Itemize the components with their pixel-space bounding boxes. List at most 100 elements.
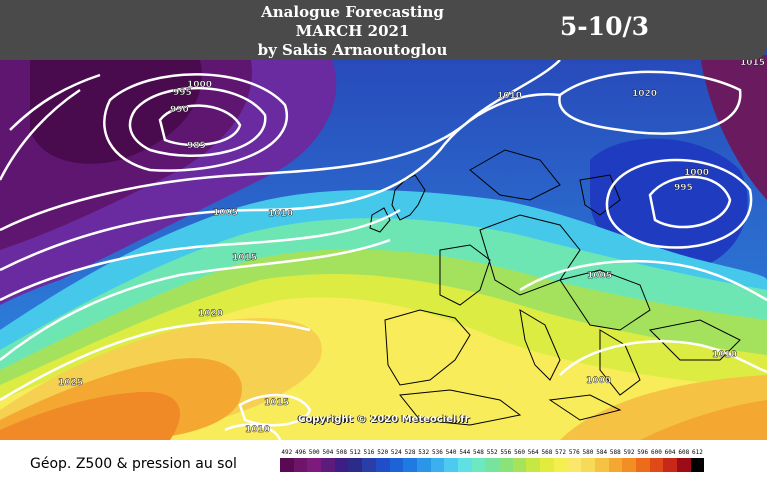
legend-swatch (430, 458, 445, 472)
legend-tick-label: 572 (555, 449, 567, 456)
isobar-label: 1015 (232, 253, 257, 263)
isobar-label: 1010 (245, 425, 270, 435)
legend-swatch (457, 458, 472, 472)
legend-item: 608 (676, 449, 691, 472)
legend-item: 508 (334, 449, 349, 472)
legend-tick-label: 580 (582, 449, 594, 456)
legend-swatch (690, 458, 705, 472)
coastlines (369, 149, 741, 426)
legend-item: 552 (485, 449, 499, 472)
legend-tick-label: 568 (541, 449, 553, 456)
isobar-label: 1010 (497, 91, 522, 101)
isobar-label: 990 (170, 105, 189, 115)
legend-tick-label: 512 (349, 449, 361, 456)
legend-item: 496 (293, 449, 308, 472)
legend-swatch (512, 458, 527, 472)
header-author: by Sakis Arnaoutoglou (257, 41, 448, 59)
legend-swatch (485, 458, 499, 472)
isobar-label: 1000 (684, 168, 709, 178)
legend-item: 504 (321, 449, 335, 472)
header-banner: Analogue Forecasting MARCH 2021 by Sakis… (0, 0, 767, 60)
legend-tick-label: 492 (281, 449, 293, 456)
legend-item: 588 (608, 449, 623, 472)
legend-tick-label: 584 (596, 449, 608, 456)
legend-swatch (622, 458, 636, 472)
legend-swatch (594, 458, 609, 472)
legend-item: 596 (635, 449, 650, 472)
legend-tick-label: 524 (390, 449, 402, 456)
legend-item: 540 (444, 449, 458, 472)
isobar-label: 995 (674, 183, 693, 193)
copyright-text: Copyright © 2020 Meteociel.fr (298, 414, 470, 425)
legend-tick-label: 536 (431, 449, 443, 456)
isobar-label: 1000 (187, 80, 212, 90)
legend-swatch (471, 458, 486, 472)
legend-swatch (526, 458, 541, 472)
legend-item: 564 (526, 449, 541, 472)
isobars (0, 59, 767, 441)
legend-swatch (362, 458, 376, 472)
legend-tick-label: 516 (363, 449, 375, 456)
legend-swatch (663, 458, 677, 472)
legend-item: 500 (307, 449, 322, 472)
legend-item: 524 (389, 449, 404, 472)
isobar-label: 1015 (740, 58, 765, 68)
legend-tick-label: 608 (678, 449, 690, 456)
legend-swatch (676, 458, 691, 472)
isobar-label: 1010 (268, 209, 293, 219)
legend-tick-label: 564 (527, 449, 539, 456)
footer-label: Géop. Z500 & pression au sol (30, 456, 237, 472)
date-range: 5-10/3 (559, 12, 649, 41)
header-subtitle: MARCH 2021 (295, 22, 410, 40)
isobar-label: 1000 (586, 376, 611, 386)
legend-swatch (375, 458, 390, 472)
legend-item: 544 (457, 449, 472, 472)
legend-item: 492 (280, 449, 294, 472)
legend-tick-label: 544 (459, 449, 471, 456)
legend-tick-label: 504 (322, 449, 334, 456)
isobar-label: 1025 (58, 378, 83, 388)
legend-tick-label: 508 (336, 449, 348, 456)
legend-tick-label: 528 (404, 449, 416, 456)
legend-item: 548 (471, 449, 486, 472)
isobar-label: 995 (173, 88, 192, 98)
legend-item: 584 (594, 449, 609, 472)
legend-swatch (553, 458, 568, 472)
isobar-label: 1015 (264, 398, 289, 408)
color-legend: 492 496 500 504 508 512 516 520 524 528 532 536 540 5… (280, 449, 705, 472)
legend-swatch (280, 458, 294, 472)
legend-swatch (499, 458, 513, 472)
legend-swatch (321, 458, 335, 472)
legend-tick-label: 560 (514, 449, 525, 456)
legend-tick-label: 552 (486, 449, 498, 456)
legend-swatch (293, 458, 308, 472)
legend-tick-label: 556 (500, 449, 512, 456)
legend-item: 592 (622, 449, 636, 472)
legend-tick-label: 540 (445, 449, 457, 456)
legend-tick-label: 496 (295, 449, 306, 456)
legend-item: 520 (375, 449, 390, 472)
isobar-label: 1010 (712, 350, 737, 360)
legend-tick-label: 596 (637, 449, 649, 456)
legend-tick-label: 588 (609, 449, 621, 456)
legend-swatch (635, 458, 650, 472)
header-background (0, 0, 767, 60)
legend-swatch (416, 458, 431, 472)
legend-tick-label: 576 (568, 449, 580, 456)
legend-item: 600 (649, 449, 664, 472)
legend-swatch (540, 458, 554, 472)
header-title: Analogue Forecasting (261, 3, 444, 21)
legend-swatch (334, 458, 349, 472)
legend-item: 528 (403, 449, 417, 472)
legend-item: 536 (430, 449, 445, 472)
isobar-label: 1020 (632, 89, 657, 99)
isobar-label: 1020 (198, 309, 223, 319)
legend-item: 604 (663, 449, 677, 472)
legend-item: 612 (690, 449, 705, 472)
isobar-label-group: 995 1000 990 985 1010 1020 1015 995 1000… (58, 58, 765, 435)
legend-item: 516 (362, 449, 376, 472)
legend-swatch (403, 458, 417, 472)
legend-swatch (348, 458, 363, 472)
legend-tick-label: 520 (377, 449, 389, 456)
legend-tick-label: 500 (308, 449, 320, 456)
